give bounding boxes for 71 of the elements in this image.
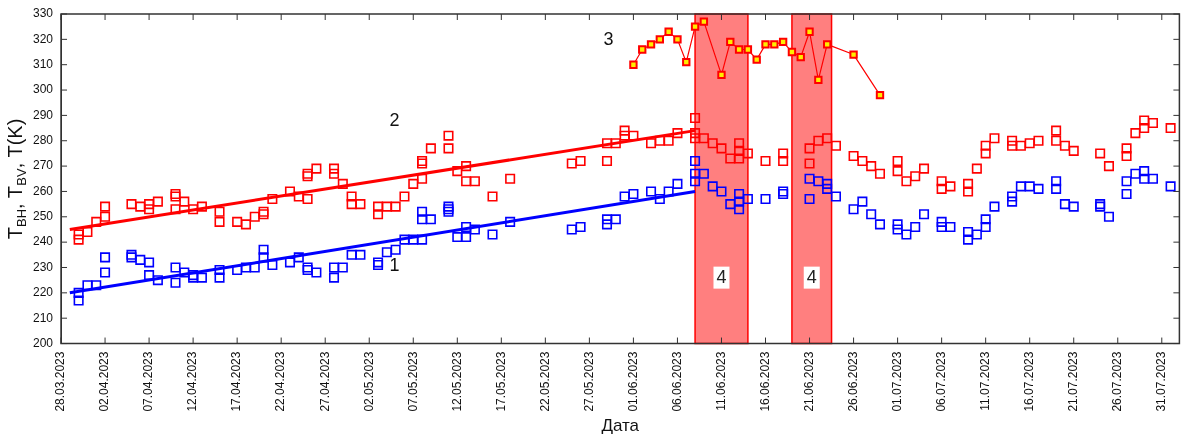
point <box>682 57 691 67</box>
point <box>717 70 726 80</box>
x-tick-label: 01.07.2023 <box>889 351 904 412</box>
x-tick-label: 17.04.2023 <box>229 351 244 412</box>
band-label: 4 <box>806 266 817 287</box>
x-tick-label: 16.07.2023 <box>1022 351 1037 412</box>
y-tick-label: 260 <box>32 183 54 198</box>
x-tick-label: 26.06.2023 <box>845 351 860 412</box>
y-tick-label: 280 <box>32 133 54 148</box>
x-axis-title: Дата <box>601 416 640 436</box>
x-tick-label: 26.07.2023 <box>1110 351 1125 412</box>
y-tick-label: 270 <box>32 158 54 173</box>
point <box>796 52 805 62</box>
point <box>734 45 744 54</box>
x-tick-label: 17.05.2023 <box>493 351 508 412</box>
y-tick-label: 210 <box>32 310 54 325</box>
point <box>699 17 709 26</box>
x-tick-label: 21.06.2023 <box>801 351 816 412</box>
x-tick-label: 12.05.2023 <box>449 351 464 412</box>
y-tick-label: 220 <box>32 285 54 300</box>
point <box>752 55 761 64</box>
y-tick-label: 330 <box>32 6 54 21</box>
point <box>638 45 647 54</box>
point <box>673 35 682 44</box>
point <box>629 60 638 69</box>
y-tick-label: 290 <box>32 107 54 122</box>
point <box>761 40 770 49</box>
band-label: 4 <box>716 266 727 287</box>
point <box>726 37 735 47</box>
point <box>770 40 779 49</box>
x-tick-label: 16.06.2023 <box>757 351 772 412</box>
point <box>646 40 656 49</box>
point <box>778 37 788 47</box>
x-tick-label: 07.05.2023 <box>405 351 420 412</box>
x-tick-label: 28.03.2023 <box>53 351 68 412</box>
x-tick-label: 27.04.2023 <box>317 351 332 412</box>
x-tick-label: 07.04.2023 <box>141 351 156 412</box>
point <box>822 40 832 49</box>
point <box>814 75 823 85</box>
x-tick-label: 01.06.2023 <box>625 351 640 412</box>
y-tick-label: 300 <box>32 82 54 97</box>
x-tick-label: 02.04.2023 <box>97 351 112 412</box>
y-tick-label: 310 <box>32 57 54 72</box>
x-tick-label: 11.06.2023 <box>713 351 728 411</box>
x-tick-label: 06.07.2023 <box>933 351 948 412</box>
y-tick-label: 320 <box>32 31 54 46</box>
point <box>655 35 665 44</box>
series-label: 1 <box>389 255 400 276</box>
point <box>787 47 797 57</box>
x-tick-label: 31.07.2023 <box>1154 351 1169 412</box>
point <box>690 22 700 31</box>
x-tick-label: 21.07.2023 <box>1066 351 1081 412</box>
x-tick-label: 02.05.2023 <box>361 351 376 412</box>
point <box>875 90 885 100</box>
y-tick-label: 250 <box>32 209 54 224</box>
point <box>743 45 753 54</box>
series-label: 2 <box>389 110 400 131</box>
y-tick-label: 240 <box>32 234 54 249</box>
y-tick-label: 200 <box>32 335 54 350</box>
x-tick-label: 12.04.2023 <box>185 351 200 412</box>
y-tick-label: 230 <box>32 259 54 274</box>
point <box>805 27 814 36</box>
point <box>664 27 673 36</box>
series-label: 3 <box>603 28 614 49</box>
x-tick-label: 06.06.2023 <box>669 351 684 412</box>
x-tick-label: 22.05.2023 <box>537 351 552 412</box>
point <box>849 50 858 59</box>
y-axis-title: TBH, TBV, T(K) <box>3 118 29 240</box>
x-tick-label: 27.05.2023 <box>581 351 596 412</box>
x-tick-label: 11.07.2023 <box>977 351 992 411</box>
x-tick-label: 22.04.2023 <box>273 351 288 412</box>
